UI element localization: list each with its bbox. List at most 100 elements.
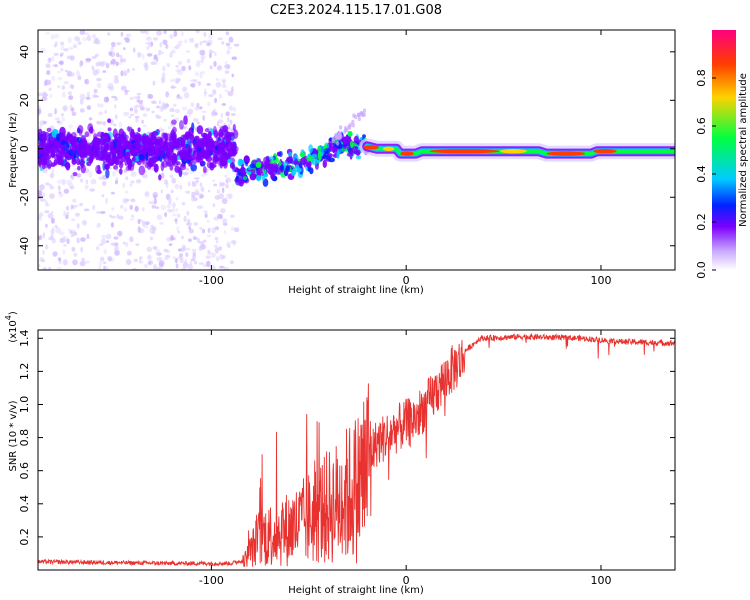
noise-point — [134, 115, 140, 119]
noise-point — [120, 31, 124, 37]
noise-point — [178, 40, 183, 44]
band-point — [212, 125, 217, 135]
noise-point — [58, 60, 64, 65]
noise-point — [225, 183, 230, 189]
noise-point — [132, 267, 137, 270]
band-point — [106, 143, 109, 148]
noise-point — [62, 236, 67, 243]
band-point — [160, 161, 165, 172]
band-point — [77, 149, 83, 156]
noise-point — [159, 222, 164, 225]
band-point — [103, 133, 109, 138]
noise-point — [163, 248, 168, 252]
noise-point — [190, 195, 196, 202]
noise-point — [198, 245, 203, 252]
noise-point — [194, 191, 200, 196]
noise-point — [48, 87, 52, 92]
noise-point — [120, 85, 127, 91]
trace-point — [339, 125, 343, 130]
noise-point — [199, 226, 203, 231]
band-point — [92, 145, 98, 153]
noise-point — [75, 70, 80, 76]
noise-point — [200, 58, 204, 64]
noise-point — [209, 65, 213, 70]
noise-point — [221, 182, 225, 187]
noise-point — [210, 252, 217, 258]
noise-point — [182, 86, 188, 92]
band-point — [64, 155, 69, 161]
band-point — [186, 147, 193, 155]
noise-point — [188, 226, 192, 230]
noise-point — [137, 52, 142, 58]
band-point — [227, 158, 233, 164]
band-point — [138, 165, 146, 176]
noise-point — [45, 182, 50, 186]
trace-point — [357, 116, 361, 122]
band-point — [174, 165, 181, 173]
noise-point — [207, 251, 212, 255]
noise-point — [163, 118, 167, 122]
noise-point — [51, 238, 56, 244]
noise-point — [198, 241, 204, 244]
noise-point — [129, 204, 133, 210]
trace-point — [347, 124, 351, 129]
noise-point — [139, 257, 142, 263]
noise-point — [144, 225, 149, 229]
noise-point — [192, 255, 197, 259]
noise-point — [151, 231, 156, 234]
noise-point — [105, 240, 110, 244]
noise-point — [166, 204, 171, 209]
band-point — [41, 133, 47, 143]
noise-point — [124, 198, 130, 202]
noise-point — [201, 187, 204, 193]
noise-point — [221, 41, 225, 45]
snr-xlabel: Height of straight line (km) — [288, 585, 424, 596]
y-tick-label: -20 — [18, 188, 31, 206]
noise-point — [165, 44, 169, 49]
noise-point — [101, 194, 105, 198]
band-point — [215, 151, 223, 159]
trace-point — [285, 166, 291, 172]
noise-point — [207, 101, 211, 107]
carrier-peak — [546, 151, 586, 156]
noise-point — [47, 57, 52, 64]
noise-point — [52, 251, 59, 256]
noise-point — [156, 105, 160, 109]
trace-point — [239, 158, 243, 166]
noise-point — [57, 185, 61, 191]
noise-point — [186, 218, 191, 225]
trace-point — [351, 119, 355, 125]
noise-point — [187, 238, 192, 243]
noise-point — [192, 118, 199, 122]
noise-point — [69, 230, 73, 235]
noise-point — [183, 92, 190, 99]
band-point — [84, 148, 89, 154]
noise-point — [204, 213, 208, 218]
band-point — [97, 139, 101, 146]
noise-point — [100, 256, 105, 262]
noise-point — [221, 255, 226, 259]
noise-point — [42, 249, 45, 255]
band-point — [111, 155, 117, 163]
noise-point — [92, 93, 98, 99]
band-point — [40, 148, 47, 154]
noise-point — [85, 96, 91, 100]
noise-point — [194, 71, 199, 77]
noise-point — [114, 75, 119, 81]
noise-point — [146, 46, 150, 50]
noise-point — [172, 103, 177, 108]
noise-point — [213, 183, 218, 187]
band-point — [77, 165, 81, 171]
noise-point — [156, 267, 160, 270]
band-point — [127, 125, 131, 132]
band-point — [60, 140, 66, 146]
band-point — [209, 162, 214, 168]
band-point — [71, 158, 77, 165]
trace-point — [342, 136, 347, 145]
noise-point — [196, 60, 201, 64]
noise-point — [218, 119, 224, 124]
noise-point — [51, 55, 55, 62]
noise-point — [223, 230, 227, 235]
trace-point — [322, 159, 327, 168]
band-point — [76, 136, 82, 143]
